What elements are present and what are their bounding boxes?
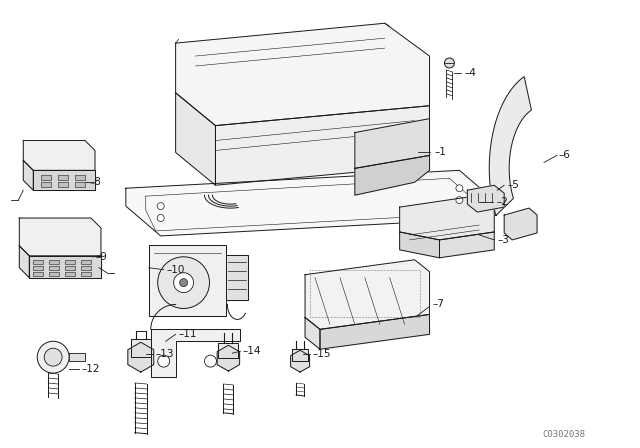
Polygon shape <box>399 232 440 258</box>
Bar <box>75 175 85 180</box>
Text: –7: –7 <box>433 300 444 310</box>
Polygon shape <box>69 353 85 361</box>
Bar <box>81 271 91 276</box>
Polygon shape <box>19 218 101 256</box>
Bar <box>58 182 68 187</box>
Circle shape <box>444 58 454 68</box>
Polygon shape <box>23 141 95 170</box>
Bar <box>65 266 75 270</box>
Polygon shape <box>126 170 494 236</box>
Circle shape <box>157 355 170 367</box>
Bar <box>65 271 75 276</box>
Polygon shape <box>29 256 101 278</box>
Bar <box>81 266 91 270</box>
Text: –3: –3 <box>497 235 509 245</box>
Circle shape <box>456 197 463 204</box>
Bar <box>65 260 75 264</box>
Circle shape <box>157 215 164 221</box>
Circle shape <box>44 348 62 366</box>
Text: –9: –9 <box>96 252 108 262</box>
Polygon shape <box>467 185 504 212</box>
Bar <box>41 182 51 187</box>
Circle shape <box>157 257 209 309</box>
Bar <box>49 260 59 264</box>
Bar <box>41 175 51 180</box>
Circle shape <box>205 355 216 367</box>
Bar <box>49 271 59 276</box>
Circle shape <box>37 341 69 373</box>
Polygon shape <box>217 345 239 371</box>
Polygon shape <box>131 339 151 357</box>
Text: C0302038: C0302038 <box>543 430 586 439</box>
Polygon shape <box>399 193 494 240</box>
Polygon shape <box>175 93 216 185</box>
Text: –6: –6 <box>559 151 571 160</box>
Polygon shape <box>218 343 238 358</box>
Polygon shape <box>33 170 95 190</box>
Polygon shape <box>320 314 429 349</box>
Polygon shape <box>151 329 241 377</box>
Bar <box>58 175 68 180</box>
Polygon shape <box>292 349 308 361</box>
Polygon shape <box>19 246 29 278</box>
Text: –2: –2 <box>496 197 508 207</box>
Circle shape <box>157 202 164 210</box>
Polygon shape <box>489 77 531 215</box>
Circle shape <box>173 273 193 293</box>
Polygon shape <box>291 350 310 372</box>
Text: –14: –14 <box>243 346 261 356</box>
Text: –11: –11 <box>179 329 197 339</box>
Polygon shape <box>504 208 537 240</box>
Text: –4: –4 <box>465 68 476 78</box>
Polygon shape <box>355 119 429 168</box>
Bar <box>81 260 91 264</box>
Text: –5: –5 <box>507 180 519 190</box>
Polygon shape <box>355 155 429 195</box>
Text: –10: –10 <box>166 265 185 275</box>
Polygon shape <box>175 23 429 125</box>
Bar <box>49 266 59 270</box>
Text: –13: –13 <box>156 349 174 359</box>
Polygon shape <box>440 232 494 258</box>
Polygon shape <box>148 245 227 316</box>
Text: –8: –8 <box>89 177 101 187</box>
Polygon shape <box>227 255 248 300</box>
Polygon shape <box>23 160 33 190</box>
Bar <box>75 182 85 187</box>
Text: –12: –12 <box>81 364 100 374</box>
Bar <box>33 260 44 264</box>
Circle shape <box>180 279 188 287</box>
Text: –1: –1 <box>435 147 446 157</box>
Polygon shape <box>305 260 429 329</box>
Bar <box>33 271 44 276</box>
Polygon shape <box>305 318 320 349</box>
Polygon shape <box>216 106 429 185</box>
Text: –15: –15 <box>312 349 330 359</box>
Polygon shape <box>128 342 154 372</box>
Circle shape <box>456 185 463 192</box>
Bar <box>33 266 44 270</box>
Bar <box>310 270 420 318</box>
